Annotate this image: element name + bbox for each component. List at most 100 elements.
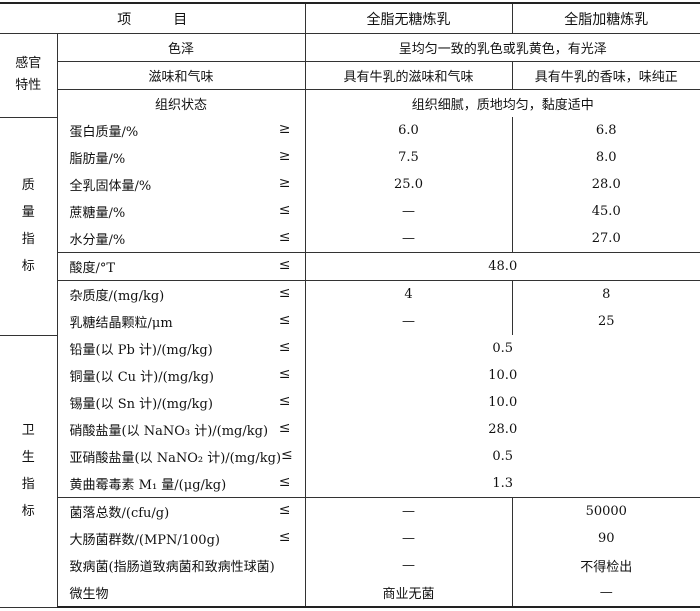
value-col1: 7.5 xyxy=(305,144,513,171)
header-col2: 全脂加糖炼乳 xyxy=(512,2,700,34)
table-row: 脂肪量/% ≥7.5 8.0 xyxy=(0,144,700,171)
value-col1: 25.0 xyxy=(305,171,513,198)
item-cell: 全乳固体量/% ≥ xyxy=(57,171,306,198)
comparison-sign: ≤ xyxy=(278,202,291,218)
item-cell: 酸度/°T ≤ xyxy=(57,252,306,281)
item-wrap: 全乳固体量/% ≥ xyxy=(70,175,305,194)
item-cell: 脂肪量/% ≥ xyxy=(57,144,306,171)
comparison-sign: ≤ xyxy=(278,312,291,328)
item-cell: 色泽 xyxy=(57,33,306,62)
comparison-sign: ≤ xyxy=(278,529,291,545)
comparison-sign: ≤ xyxy=(278,285,291,301)
value-col1: 6.0 xyxy=(305,117,513,144)
table-row: 全乳固体量/% ≥25.0 28.0 xyxy=(0,171,700,198)
value-col2: 不得检出 xyxy=(580,560,633,575)
comparison-sign: ≤ xyxy=(278,393,291,409)
item-label: 色泽 xyxy=(167,42,194,57)
table-row: 大肠菌群数/(MPN/100g) ≤ — 90 xyxy=(0,525,700,552)
value-col1: — xyxy=(305,225,513,253)
table-row: 硝酸盐量(以 NaNO₃ 计)/(mg/kg) ≤28.0 xyxy=(0,416,700,443)
table-row: 杂质度/(mg/kg) ≤4 8 xyxy=(0,280,700,308)
item-wrap: 铜量(以 Cu 计)/(mg/kg) ≤ xyxy=(70,366,305,385)
item-wrap: 大肠菌群数/(MPN/100g) ≤ xyxy=(70,529,305,548)
value-col2: 27.0 xyxy=(591,231,621,246)
category-cell: 感官特性 xyxy=(0,33,58,118)
comparison-sign: ≥ xyxy=(278,175,291,191)
category-label: 感官特性 xyxy=(15,56,42,94)
item-cell: 微生物 xyxy=(57,579,306,608)
item-wrap: 亚硝酸盐量(以 NaNO₂ 计)/(mg/kg) ≤ xyxy=(70,447,305,466)
comparison-sign: ≥ xyxy=(278,148,291,164)
merged-value: 28.0 xyxy=(488,422,518,437)
value-col1: — xyxy=(305,198,513,225)
item-label: 蔗糖量/% xyxy=(69,206,126,221)
value-col2: 8 xyxy=(512,280,700,308)
item-wrap: 菌落总数/(cfu/g) ≤ xyxy=(70,502,305,521)
item-cell: 滋味和气味 xyxy=(57,61,306,90)
item-label: 水分量/% xyxy=(69,233,126,248)
item-cell: 菌落总数/(cfu/g) ≤ xyxy=(57,497,306,525)
item-label: 微生物 xyxy=(69,587,109,602)
value-col1: — xyxy=(305,525,513,552)
comparison-sign: ≤ xyxy=(278,420,291,436)
value-col2: 45.0 xyxy=(591,204,621,219)
item-wrap: 致病菌(指肠道致病菌和致病性球菌) xyxy=(70,556,305,575)
item-cell: 大肠菌群数/(MPN/100g) ≤ xyxy=(57,525,306,552)
item-label: 铜量(以 Cu 计)/(mg/kg) xyxy=(69,370,214,385)
table-row: 铜量(以 Cu 计)/(mg/kg) ≤10.0 xyxy=(0,362,700,389)
table-row: 菌落总数/(cfu/g) ≤ —50000 xyxy=(0,497,700,525)
item-cell: 锡量(以 Sn 计)/(mg/kg) ≤ xyxy=(57,389,306,416)
item-label: 全乳固体量/% xyxy=(69,179,152,194)
item-label: 大肠菌群数/(MPN/100g) xyxy=(69,533,220,548)
value-col1: 商业无菌 xyxy=(305,579,513,608)
item-label: 滋味和气味 xyxy=(148,70,214,85)
table-row: 卫生指标 铅量(以 Pb 计)/(mg/kg) ≤0.5 xyxy=(0,335,700,608)
item-wrap: 硝酸盐量(以 NaNO₃ 计)/(mg/kg) ≤ xyxy=(70,420,305,439)
item-label: 硝酸盐量(以 NaNO₃ 计)/(mg/kg) xyxy=(69,424,269,439)
item-label: 铅量(以 Pb 计)/(mg/kg) xyxy=(69,343,213,358)
item-wrap: 乳糖结晶颗粒/μm ≤ xyxy=(70,312,305,331)
category-label: 卫生指标 xyxy=(21,423,35,519)
table-row: 酸度/°T ≤48.0 xyxy=(0,252,700,281)
item-cell: 蔗糖量/% ≤ xyxy=(57,198,306,225)
value-col1: 具有牛乳的滋味和气味 xyxy=(305,61,513,90)
table-row: 质量指标 蛋白质量/% ≥6.0 6.8 xyxy=(0,117,700,336)
item-cell: 水分量/% ≤ xyxy=(57,225,306,253)
merged-value: 呈均匀一致的乳色或乳黄色，有光泽 xyxy=(398,42,607,57)
value-col2: 28.0 xyxy=(591,177,621,192)
table-row: 微生物 商业无菌 — xyxy=(0,579,700,608)
item-label: 黄曲霉毒素 M₁ 量/(μg/kg) xyxy=(69,478,227,493)
value-col1: 4 xyxy=(305,280,513,308)
comparison-sign: ≤ xyxy=(278,229,291,245)
item-wrap: 锡量(以 Sn 计)/(mg/kg) ≤ xyxy=(70,393,305,412)
table-row: 蔗糖量/% ≤ — 45.0 xyxy=(0,198,700,225)
value-col2: 50000 xyxy=(512,497,700,525)
item-cell: 铜量(以 Cu 计)/(mg/kg) ≤ xyxy=(57,362,306,389)
item-label: 菌落总数/(cfu/g) xyxy=(69,506,170,521)
table-row: 黄曲霉毒素 M₁ 量/(μg/kg) ≤ 1.3 xyxy=(0,470,700,498)
item-cell: 杂质度/(mg/kg) ≤ xyxy=(57,280,306,308)
header-col1: 全脂无糖炼乳 xyxy=(305,2,513,34)
merged-value: 10.0 xyxy=(488,395,518,410)
merged-value: 0.5 xyxy=(492,341,514,356)
table-row: 乳糖结晶颗粒/μm ≤ — 25 xyxy=(0,308,700,335)
table-row: 组织状态 组织细腻，质地均匀，黏度适中 xyxy=(0,89,700,117)
merged-value: 组织细腻，质地均匀，黏度适中 xyxy=(305,89,700,117)
item-cell: 组织状态 xyxy=(57,89,306,117)
table-row: 锡量(以 Sn 计)/(mg/kg) ≤ 10.0 xyxy=(0,389,700,416)
comparison-sign: ≤ xyxy=(281,447,293,463)
merged-value: 0.5 xyxy=(492,449,514,464)
category-cell: 卫生指标 xyxy=(0,335,58,608)
item-cell: 黄曲霉毒素 M₁ 量/(μg/kg) ≤ xyxy=(57,470,306,498)
header-item: 项 目 xyxy=(0,2,306,34)
item-cell: 乳糖结晶颗粒/μm ≤ xyxy=(57,308,306,335)
category-cell: 质量指标 xyxy=(0,117,58,336)
merged-value: 48.0 xyxy=(305,252,700,281)
item-cell: 硝酸盐量(以 NaNO₃ 计)/(mg/kg) ≤ xyxy=(57,416,306,443)
merged-value: 1.3 xyxy=(492,476,514,491)
comparison-sign: ≤ xyxy=(278,502,291,518)
item-cell: 亚硝酸盐量(以 NaNO₂ 计)/(mg/kg) ≤ xyxy=(57,443,306,470)
item-label: 组织状态 xyxy=(154,98,207,113)
value-col2: 6.8 xyxy=(595,123,617,138)
value-col2: — xyxy=(512,579,700,608)
